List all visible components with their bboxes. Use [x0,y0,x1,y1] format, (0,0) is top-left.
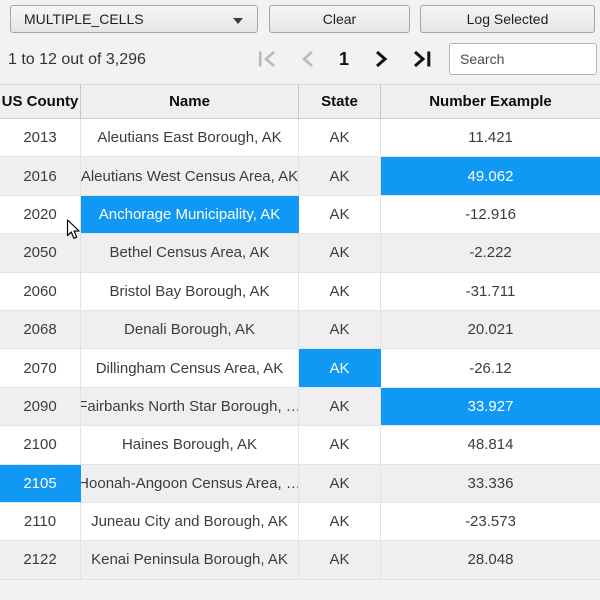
first-page-button[interactable] [258,50,277,68]
cell-name[interactable]: Dillingham Census Area, AK [81,349,299,387]
cell-number[interactable]: 33.927 [381,387,600,426]
cell-name[interactable]: Aleutians West Census Area, AK [81,157,299,195]
cell-number[interactable]: 33.336 [467,474,514,492]
last-page-icon [414,50,431,68]
table-row: 2016 Aleutians West Census Area, AK AK 4… [0,157,600,196]
column-header-state[interactable]: State [299,85,381,118]
cell-state[interactable]: AK [299,387,381,426]
table-header-row: US County Name State Number Example [0,84,600,119]
table-row: 2060 Bristol Bay Borough, AK AK -31.711 [0,272,600,311]
cell-state[interactable]: AK [299,349,381,387]
cell-us-county[interactable]: 2090 [0,387,81,426]
cell-us-county[interactable]: 2068 [0,310,81,349]
table-row: 2105 Hoonah-Angoon Census Area, … AK 33.… [0,464,600,503]
next-page-icon [376,50,388,68]
cell-name[interactable]: Anchorage Municipality, AK [81,195,299,234]
table-row: 2013 Aleutians East Borough, AK AK 11.42… [0,119,600,158]
chevron-down-icon [233,18,243,24]
column-header-us-county[interactable]: US County [0,85,81,118]
column-header-number-example[interactable]: Number Example [429,93,552,110]
cell-number[interactable]: 48.814 [467,436,514,454]
prev-page-button[interactable] [301,50,314,68]
cell-state[interactable]: AK [299,502,381,541]
current-page-number: 1 [339,48,350,69]
cell-number[interactable]: 49.062 [381,157,600,195]
cell-number[interactable]: -31.711 [465,282,516,300]
cell-state[interactable]: AK [299,310,381,349]
cell-us-county[interactable]: 2100 [0,426,81,464]
cell-number[interactable]: 20.021 [467,321,514,339]
table-body: 2013 Aleutians East Borough, AK AK 11.42… [0,119,600,580]
data-grid: US County Name State Number Example 2013… [0,84,600,580]
cell-state[interactable]: AK [299,541,381,579]
pagination-controls: 1 [258,44,431,74]
cell-us-county[interactable]: 2110 [0,502,81,541]
cell-name[interactable]: Haines Borough, AK [81,426,299,464]
selection-mode-value: MULTIPLE_CELLS [24,11,144,27]
cell-state[interactable]: AK [299,157,381,195]
cell-us-county[interactable]: 2105 [0,464,81,502]
cell-us-county[interactable]: 2016 [0,157,81,195]
table-row: 2100 Haines Borough, AK AK 48.814 [0,426,600,465]
cell-state[interactable]: AK [299,119,381,157]
cell-number[interactable]: -12.916 [465,205,516,223]
selection-mode-dropdown[interactable]: MULTIPLE_CELLS [10,5,258,33]
cell-number[interactable]: 28.048 [467,551,514,569]
search-input[interactable] [449,43,597,75]
cell-name[interactable]: Bristol Bay Borough, AK [81,272,299,310]
cell-number[interactable]: -23.573 [465,513,516,531]
log-selected-button[interactable]: Log Selected [420,5,595,33]
cell-us-county[interactable]: 2070 [0,349,81,387]
cell-state[interactable]: AK [299,464,381,502]
table-row: 2068 Denali Borough, AK AK 20.021 [0,310,600,350]
table-row: 2070 Dillingham Census Area, AK AK -26.1… [0,349,600,388]
cell-name[interactable]: Aleutians East Borough, AK [81,119,299,157]
row-range-summary: 1 to 12 out of 3,296 [8,51,146,68]
cell-number[interactable]: 11.421 [468,129,513,147]
next-page-button[interactable] [374,50,388,68]
column-header-name[interactable]: Name [81,85,299,118]
cell-name[interactable]: Hoonah-Angoon Census Area, … [81,464,299,502]
cell-us-county[interactable]: 2050 [0,234,81,272]
prev-page-icon [302,51,313,67]
cell-state[interactable]: AK [299,426,381,464]
cell-name[interactable]: Bethel Census Area, AK [81,234,299,272]
cell-us-county[interactable]: 2013 [0,119,81,157]
cell-us-county[interactable]: 2020 [0,195,81,234]
cell-state[interactable]: AK [299,272,381,310]
cell-state[interactable]: AK [299,195,381,234]
cell-name[interactable]: Fairbanks North Star Borough, … [81,387,299,426]
cell-name[interactable]: Kenai Peninsula Borough, AK [81,541,299,579]
cell-us-county[interactable]: 2122 [0,541,81,579]
first-page-icon [258,51,275,67]
table-row: 2090 Fairbanks North Star Borough, … AK … [0,387,600,427]
cell-name[interactable]: Denali Borough, AK [81,310,299,349]
table-row: 2050 Bethel Census Area, AK AK -2.222 [0,234,600,273]
table-row: 2122 Kenai Peninsula Borough, AK AK 28.0… [0,541,600,580]
cell-number[interactable]: -2.222 [469,244,512,262]
cell-us-county[interactable]: 2060 [0,272,81,310]
table-row: 2020 Anchorage Municipality, AK AK -12.9… [0,195,600,235]
last-page-button[interactable] [412,50,431,68]
cell-name[interactable]: Juneau City and Borough, AK [81,502,299,541]
clear-button[interactable]: Clear [269,5,410,33]
cell-state[interactable]: AK [299,234,381,272]
cell-number[interactable]: -26.12 [469,359,512,377]
table-row: 2110 Juneau City and Borough, AK AK -23.… [0,502,600,542]
